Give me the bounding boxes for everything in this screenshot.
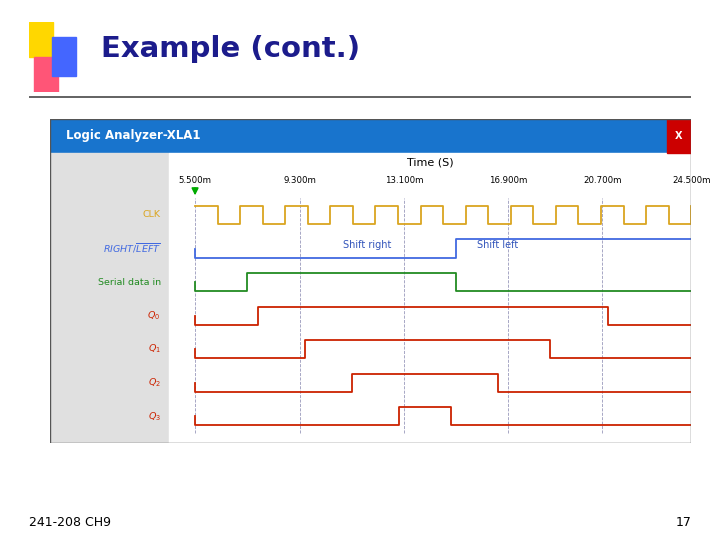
Text: 16.900m: 16.900m: [489, 176, 528, 185]
Bar: [50, 153, 169, 443]
Text: 24.500m: 24.500m: [672, 176, 711, 185]
Text: CLK: CLK: [143, 211, 161, 219]
Text: 17: 17: [675, 516, 691, 529]
Bar: [34, 57, 58, 92]
Text: Example (cont.): Example (cont.): [101, 35, 360, 63]
Text: $Q_{3}$: $Q_{3}$: [148, 410, 161, 423]
Bar: [169, 153, 691, 443]
Text: 20.700m: 20.700m: [583, 176, 621, 185]
Text: $Q_{2}$: $Q_{2}$: [148, 376, 161, 389]
Text: Shift right: Shift right: [343, 240, 392, 250]
Text: $Q_{0}$: $Q_{0}$: [148, 309, 161, 322]
Text: $Q_{1}$: $Q_{1}$: [148, 343, 161, 355]
Text: $RIGHT/\overline{LEFT}$: $RIGHT/\overline{LEFT}$: [102, 242, 161, 255]
Bar: [667, 119, 691, 153]
Text: 13.100m: 13.100m: [384, 176, 423, 185]
Bar: [52, 37, 76, 76]
Text: X: X: [675, 131, 683, 141]
Text: 5.500m: 5.500m: [179, 176, 212, 185]
Text: Logic Analyzer-XLA1: Logic Analyzer-XLA1: [66, 129, 201, 143]
Text: 241-208 CH9: 241-208 CH9: [29, 516, 111, 529]
Bar: [50, 119, 691, 153]
Bar: [29, 22, 53, 57]
Text: Time (S): Time (S): [407, 158, 454, 167]
Text: Shift left: Shift left: [477, 240, 518, 250]
Text: 9.300m: 9.300m: [283, 176, 316, 185]
Text: Serial data in: Serial data in: [97, 278, 161, 287]
